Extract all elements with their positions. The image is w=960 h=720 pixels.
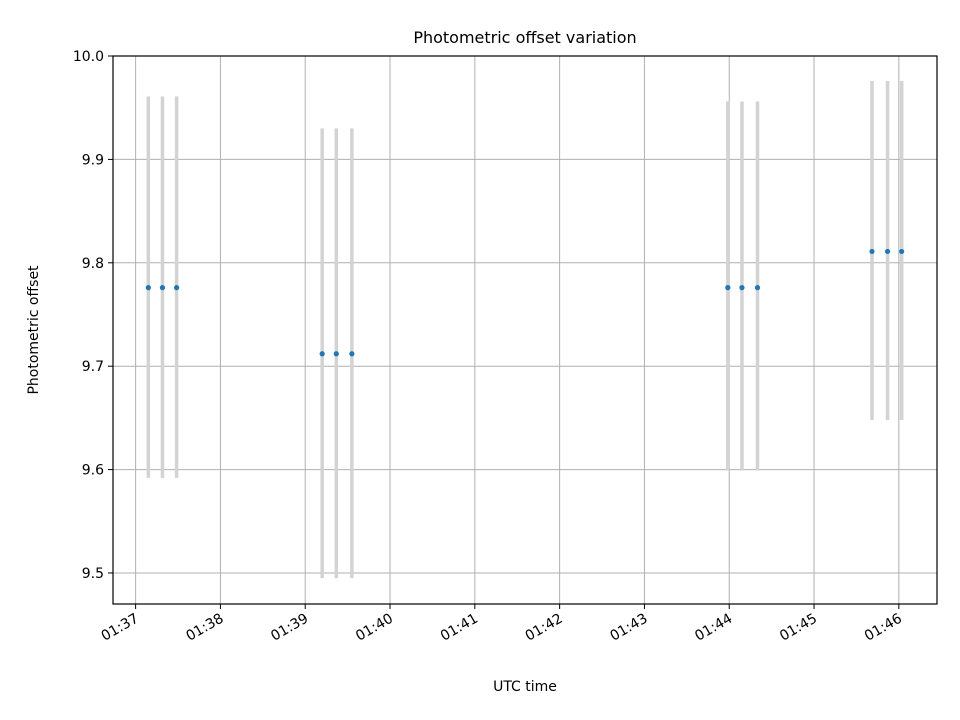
data-point	[319, 351, 325, 357]
data-point	[725, 285, 731, 291]
y-tick-label: 9.9	[82, 152, 104, 168]
data-point	[739, 285, 745, 291]
data-point	[145, 285, 151, 291]
data-point	[349, 351, 355, 357]
data-point	[884, 248, 891, 255]
data-point	[174, 285, 180, 291]
y-tick-label: 9.7	[82, 359, 104, 375]
data-points	[145, 248, 905, 357]
data-point	[159, 285, 166, 291]
x-axis-label: UTC time	[493, 679, 557, 695]
plot-frame	[112, 55, 938, 605]
data-point	[869, 248, 875, 255]
data-point	[899, 248, 905, 255]
y-tick-label: 9.6	[82, 463, 104, 479]
y-tick-label: 9.8	[82, 256, 104, 272]
y-tick-label: 9.5	[82, 566, 104, 582]
y-tick-label: 10.0	[73, 49, 104, 65]
data-point	[754, 285, 761, 291]
chart-title: Photometric offset variation	[413, 28, 636, 47]
data-point	[333, 351, 339, 357]
grid-lines	[113, 55, 937, 604]
y-axis-label: Photometric offset	[26, 265, 42, 395]
